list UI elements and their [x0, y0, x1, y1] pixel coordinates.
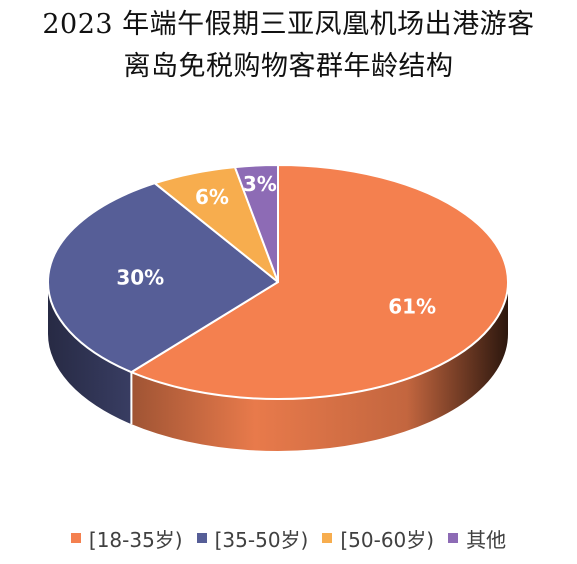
chart-title: 2023 年端午假期三亚凤凰机场出港游客 离岛免税购物客群年龄结构 [0, 4, 577, 88]
legend-item-0: [18-35岁) [70, 524, 183, 553]
data-label-3: 3% [243, 172, 277, 196]
legend-label-3: 其他 [466, 527, 507, 552]
legend-swatch-3 [448, 533, 459, 543]
data-label-0: 61% [388, 295, 436, 319]
legend-swatch-0 [70, 533, 81, 543]
legend-swatch-1 [196, 533, 207, 543]
pie-slice-1 [47, 182, 279, 374]
pie-slice-0 [130, 164, 509, 400]
legend-item-2: [50-60岁) [322, 524, 434, 553]
legend-label-2: [50-60岁) [340, 527, 435, 552]
legend-item-3: 其他 [448, 524, 506, 553]
pie-slice-3 [233, 164, 279, 283]
data-label-1: 30% [116, 266, 164, 290]
pie-side-1 [48, 282, 132, 425]
legend-label-0: [18-35岁) [88, 527, 183, 552]
pie-side-0 [131, 282, 508, 452]
chart-title-line-2: 离岛免税购物客群年龄结构 [123, 51, 454, 82]
pie-data-labels: 61% 30% 6% 3% [116, 172, 436, 318]
pie-side-walls [48, 282, 508, 452]
chart-title-line-1: 2023 年端午假期三亚凤凰机场出港游客 [42, 9, 535, 40]
pie-top-faces [47, 164, 509, 400]
legend-swatch-2 [322, 533, 333, 543]
legend-item-1: [35-50岁) [196, 524, 309, 553]
legend-label-1: [35-50岁) [214, 527, 309, 552]
chart-legend: [18-35岁) [35-50岁) [50-60岁) 其他 [0, 522, 577, 554]
data-label-2: 6% [195, 185, 229, 209]
